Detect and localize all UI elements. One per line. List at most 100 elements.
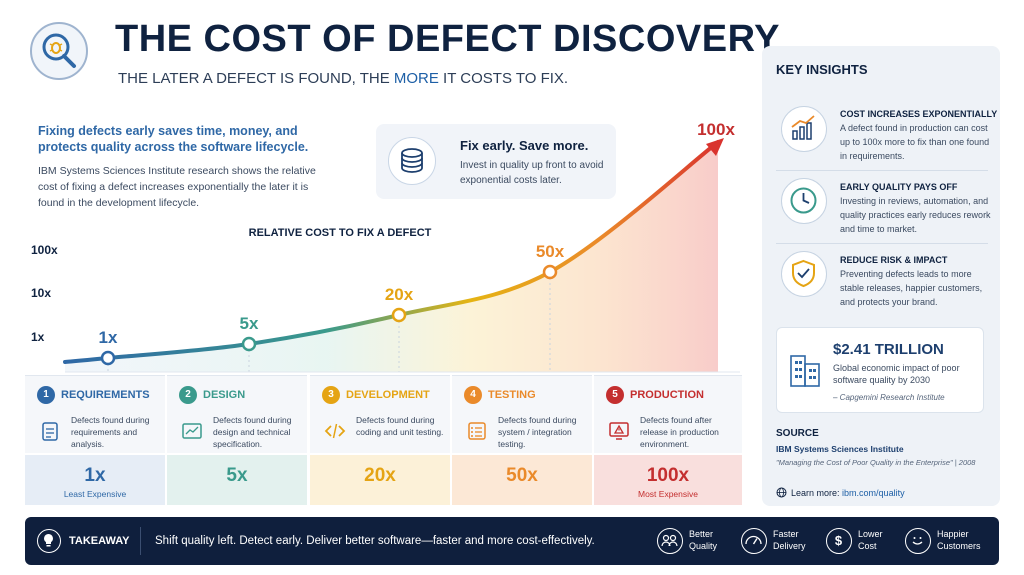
- stage-number: 2: [179, 386, 197, 404]
- insight-1-body: A defect found in production can cost up…: [840, 123, 990, 161]
- clock-icon: [781, 178, 827, 224]
- benefit-line: Quality: [689, 541, 718, 551]
- data-label: 5x: [240, 314, 259, 333]
- stage-card-3: 3 DEVELOPMENT Defects found during coding …: [310, 375, 450, 453]
- subtitle-start: THE LATER A DEFECT IS FOUND, THE: [118, 70, 394, 87]
- benefit-delivery: Faster Delivery: [773, 528, 833, 552]
- shield-icon: [781, 251, 827, 297]
- learn-more-label: Learn more:: [791, 488, 840, 498]
- stage-cost-2: 5x: [167, 455, 307, 505]
- benefit-line: Happier: [937, 529, 969, 539]
- data-point: [100, 350, 116, 366]
- learn-more-link[interactable]: ibm.com/quality: [842, 488, 905, 498]
- stage-cost-3: 20x: [310, 455, 450, 505]
- stage-number: 3: [322, 386, 340, 404]
- y-tick-label: 10x: [31, 286, 51, 300]
- dollar-icon: $: [826, 528, 852, 554]
- learn-more[interactable]: Learn more: ibm.com/quality: [776, 487, 905, 498]
- stage-description: Defects found during system / integratio…: [498, 415, 577, 449]
- divider: [776, 243, 988, 244]
- stage-number: 5: [606, 386, 624, 404]
- stage-cost-4: 50x: [452, 455, 592, 505]
- stat-description: Global economic impact of poor software …: [833, 363, 960, 385]
- divider: [776, 170, 988, 171]
- insight-1-title: COST INCREASES EXPONENTIALLY: [840, 109, 998, 119]
- clipboard-icon: [42, 422, 58, 441]
- data-label: 1x: [99, 328, 118, 347]
- stat-source: – Capgemini Research Institute: [833, 393, 945, 402]
- users-icon: [657, 528, 683, 554]
- stage-cost-value: 20x: [364, 465, 396, 486]
- bug-search-logo-icon: [30, 22, 88, 80]
- smiley-icon: [905, 528, 931, 554]
- insight-2-body: Investing in reviews, automation, and qu…: [840, 196, 991, 234]
- stage-cost-note: Most Expensive: [638, 489, 698, 499]
- stage-number: 1: [37, 386, 55, 404]
- takeaway-text: Shift quality left. Detect early. Delive…: [155, 535, 595, 547]
- cost-curve-chart: 100x 10x 1x 1x 5x 20x 50x 100x: [31, 120, 740, 373]
- stat-card: [776, 327, 984, 413]
- page-title: THE COST OF DEFECT DISCOVERY: [115, 18, 780, 60]
- data-label: 100x: [697, 120, 735, 139]
- svg-text:$: $: [835, 533, 843, 548]
- insight-3-body: Preventing defects leads to more stable …: [840, 269, 983, 307]
- stage-card-5: 5 PRODUCTION Defects found after release i…: [594, 375, 742, 453]
- y-tick-label: 100x: [31, 243, 58, 257]
- code-icon: [324, 423, 346, 439]
- benefit-cost: Lower Cost: [858, 528, 918, 552]
- growth-chart-icon: [781, 106, 827, 152]
- stage-description: Defects found after release in productio…: [640, 415, 719, 449]
- subtitle-highlight: MORE: [393, 70, 439, 87]
- stage-cost-value: 100x: [646, 465, 690, 486]
- benefit-line: Lower: [858, 529, 883, 539]
- benefit-quality: Better Quality: [689, 528, 749, 552]
- intro-body: IBM Systems Sciences Institute research …: [38, 165, 316, 209]
- key-insights-title: KEY INSIGHTS: [776, 62, 868, 77]
- y-tick-label: 1x: [31, 330, 45, 344]
- source-org: IBM Systems Sciences Institute: [776, 444, 904, 454]
- benefit-line: Delivery: [773, 541, 806, 551]
- speedometer-icon: [741, 528, 767, 554]
- stage-name: DEVELOPMENT: [346, 389, 430, 401]
- stage-cost-value: 5x: [226, 465, 248, 486]
- subtitle-end: IT COSTS TO FIX.: [438, 70, 569, 87]
- benefit-customers: Happier Customers: [937, 528, 997, 552]
- alert-monitor-icon: [609, 422, 629, 440]
- benefit-line: Faster: [773, 529, 799, 539]
- stage-description: Defects found during design and technica…: [213, 415, 292, 449]
- stage-cost-value: 50x: [506, 465, 538, 486]
- checklist-icon: [468, 422, 486, 440]
- stage-cost-note: Least Expensive: [63, 489, 127, 499]
- benefit-line: Cost: [858, 541, 877, 551]
- page-subtitle: THE LATER A DEFECT IS FOUND, THE MORE IT…: [118, 70, 568, 87]
- takeaway-label: TAKEAWAY: [69, 535, 130, 547]
- benefit-line: Better: [689, 529, 714, 539]
- source-heading: SOURCE: [776, 428, 819, 439]
- data-point: [542, 264, 558, 280]
- callout-title: Fix early. Save more.: [460, 138, 589, 153]
- stage-description: Defects found during coding and unit tes…: [356, 415, 444, 437]
- data-point: [391, 307, 407, 323]
- divider: [140, 527, 141, 555]
- source-publication: "Managing the Cost of Poor Quality in th…: [776, 458, 976, 467]
- arrow-head-icon: [706, 138, 724, 156]
- data-label: 20x: [385, 285, 414, 304]
- data-point: [241, 336, 257, 352]
- stage-cost-value: 1x: [84, 465, 106, 486]
- stage-cost-5: 100x Most Expensive: [594, 455, 742, 505]
- buildings-icon: [790, 355, 820, 387]
- insight-3-title: REDUCE RISK & IMPACT: [840, 255, 948, 265]
- benefit-line: Customers: [937, 541, 981, 551]
- coin-stack-icon: [388, 137, 436, 185]
- intro-headline: Fixing defects early saves time, money, …: [38, 124, 309, 154]
- cost-area: [65, 142, 718, 372]
- stage-description: Defects found during requirements and an…: [71, 415, 150, 449]
- data-label: 50x: [536, 242, 565, 261]
- stage-name: PRODUCTION: [630, 389, 704, 401]
- stage-number: 4: [464, 386, 482, 404]
- stage-cost-1: 1x Least Expensive: [25, 455, 165, 505]
- stage-card-2: 2 DESIGN Defects found during design and t…: [167, 375, 307, 453]
- stage-card-4: 4 TESTING Defects found during system / in…: [452, 375, 592, 453]
- chart-title: RELATIVE COST TO FIX A DEFECT: [248, 227, 432, 239]
- stage-card-1: 1 REQUIREMENTS Defects found during requir…: [25, 375, 165, 453]
